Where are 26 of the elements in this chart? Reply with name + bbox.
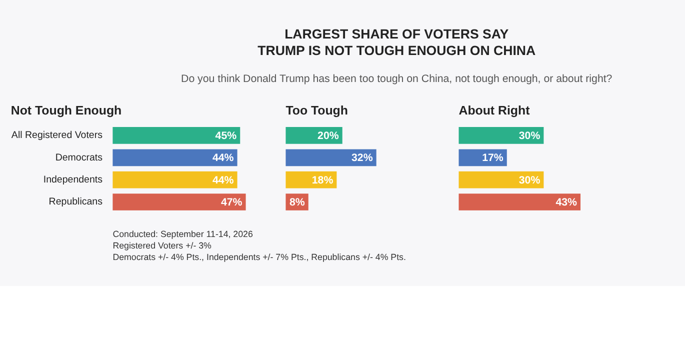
data-label: 30% [518, 174, 541, 186]
data-label: 8% [289, 196, 306, 209]
data-label: 43% [556, 196, 578, 209]
data-label: 44% [212, 152, 234, 164]
data-label: 17% [482, 152, 504, 164]
y-tick-label: All Registered Voters [11, 130, 103, 142]
data-label: 32% [352, 152, 374, 164]
y-tick-label: Republicans [48, 196, 103, 208]
y-tick-label: Democrats [55, 152, 103, 164]
text: Conducted: September 11-14, 2026 [112, 229, 253, 240]
text: Democrats +/- 4% Pts., Independents +/- 7% Pts., Republicans +/- 4% Pts. [112, 252, 406, 262]
text: LARGEST SHARE OF VOTERS SAY TRUMP IS NOT TOUGH ENOUGH ON CHINA [258, 26, 536, 58]
text: Registered Voters +/- 3% [112, 240, 212, 251]
data-label: 30% [518, 130, 541, 142]
chart-title: Not Tough Enough [10, 104, 122, 118]
data-label: 45% [215, 130, 238, 142]
data-label: 47% [220, 196, 243, 209]
text: Do you think Donald Trump has been too tough on China, not tough enough, or about right? [181, 72, 612, 85]
bar [286, 127, 342, 144]
y-tick-label: Independents [43, 174, 103, 186]
data-label: 18% [312, 174, 334, 186]
data-label: 20% [318, 130, 340, 142]
data-label: 44% [212, 174, 234, 186]
bar [286, 149, 376, 166]
chart-title: About Right [458, 104, 530, 118]
chart-title: Too Tough [286, 104, 348, 118]
